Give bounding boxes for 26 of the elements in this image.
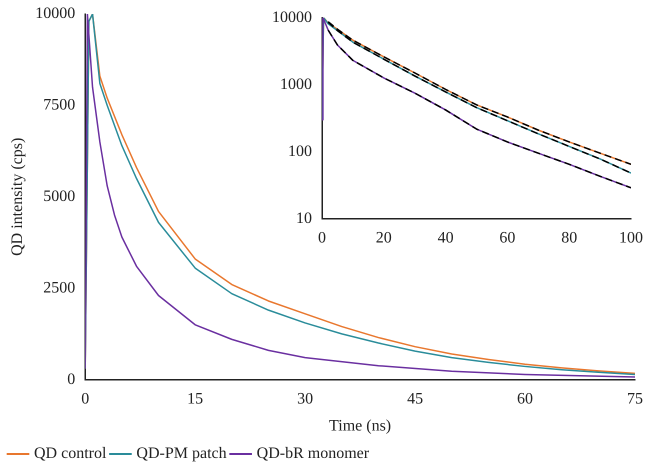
y-tick-label: 100 — [288, 142, 312, 160]
x-tick-label: 15 — [187, 390, 204, 408]
legend-label: QD control — [34, 445, 107, 462]
x-tick-label: 80 — [561, 230, 578, 247]
x-tick-label: 75 — [627, 390, 643, 408]
y-tick-label: 10 — [296, 210, 312, 228]
y-tick-label: 1000 — [280, 76, 312, 93]
y-tick-label: 2500 — [43, 279, 76, 296]
x-tick-label: 60 — [499, 230, 516, 247]
x-tick-label: 20 — [376, 230, 392, 247]
legend-label: QD-bR monomer — [256, 445, 370, 462]
x-tick-label: 0 — [81, 390, 90, 408]
y-tick-label: 10000 — [35, 5, 76, 22]
y-tick-label: 10000 — [272, 8, 312, 26]
x-tick-label: 45 — [407, 390, 424, 408]
y-tick-label: 5000 — [43, 188, 76, 206]
legend-label: QD-PM patch — [136, 445, 227, 462]
x-tick-label: 100 — [619, 230, 643, 247]
x-tick-label: 30 — [297, 390, 314, 408]
x-axis-title: Time (ns) — [329, 418, 392, 435]
y-tick-label: 0 — [67, 370, 76, 388]
x-tick-label: 0 — [318, 230, 326, 247]
x-tick-label: 40 — [438, 230, 454, 247]
y-tick-label: 7500 — [43, 96, 76, 114]
y-axis-title: QD intensity (cps) — [8, 138, 26, 256]
x-tick-label: 60 — [517, 390, 534, 408]
